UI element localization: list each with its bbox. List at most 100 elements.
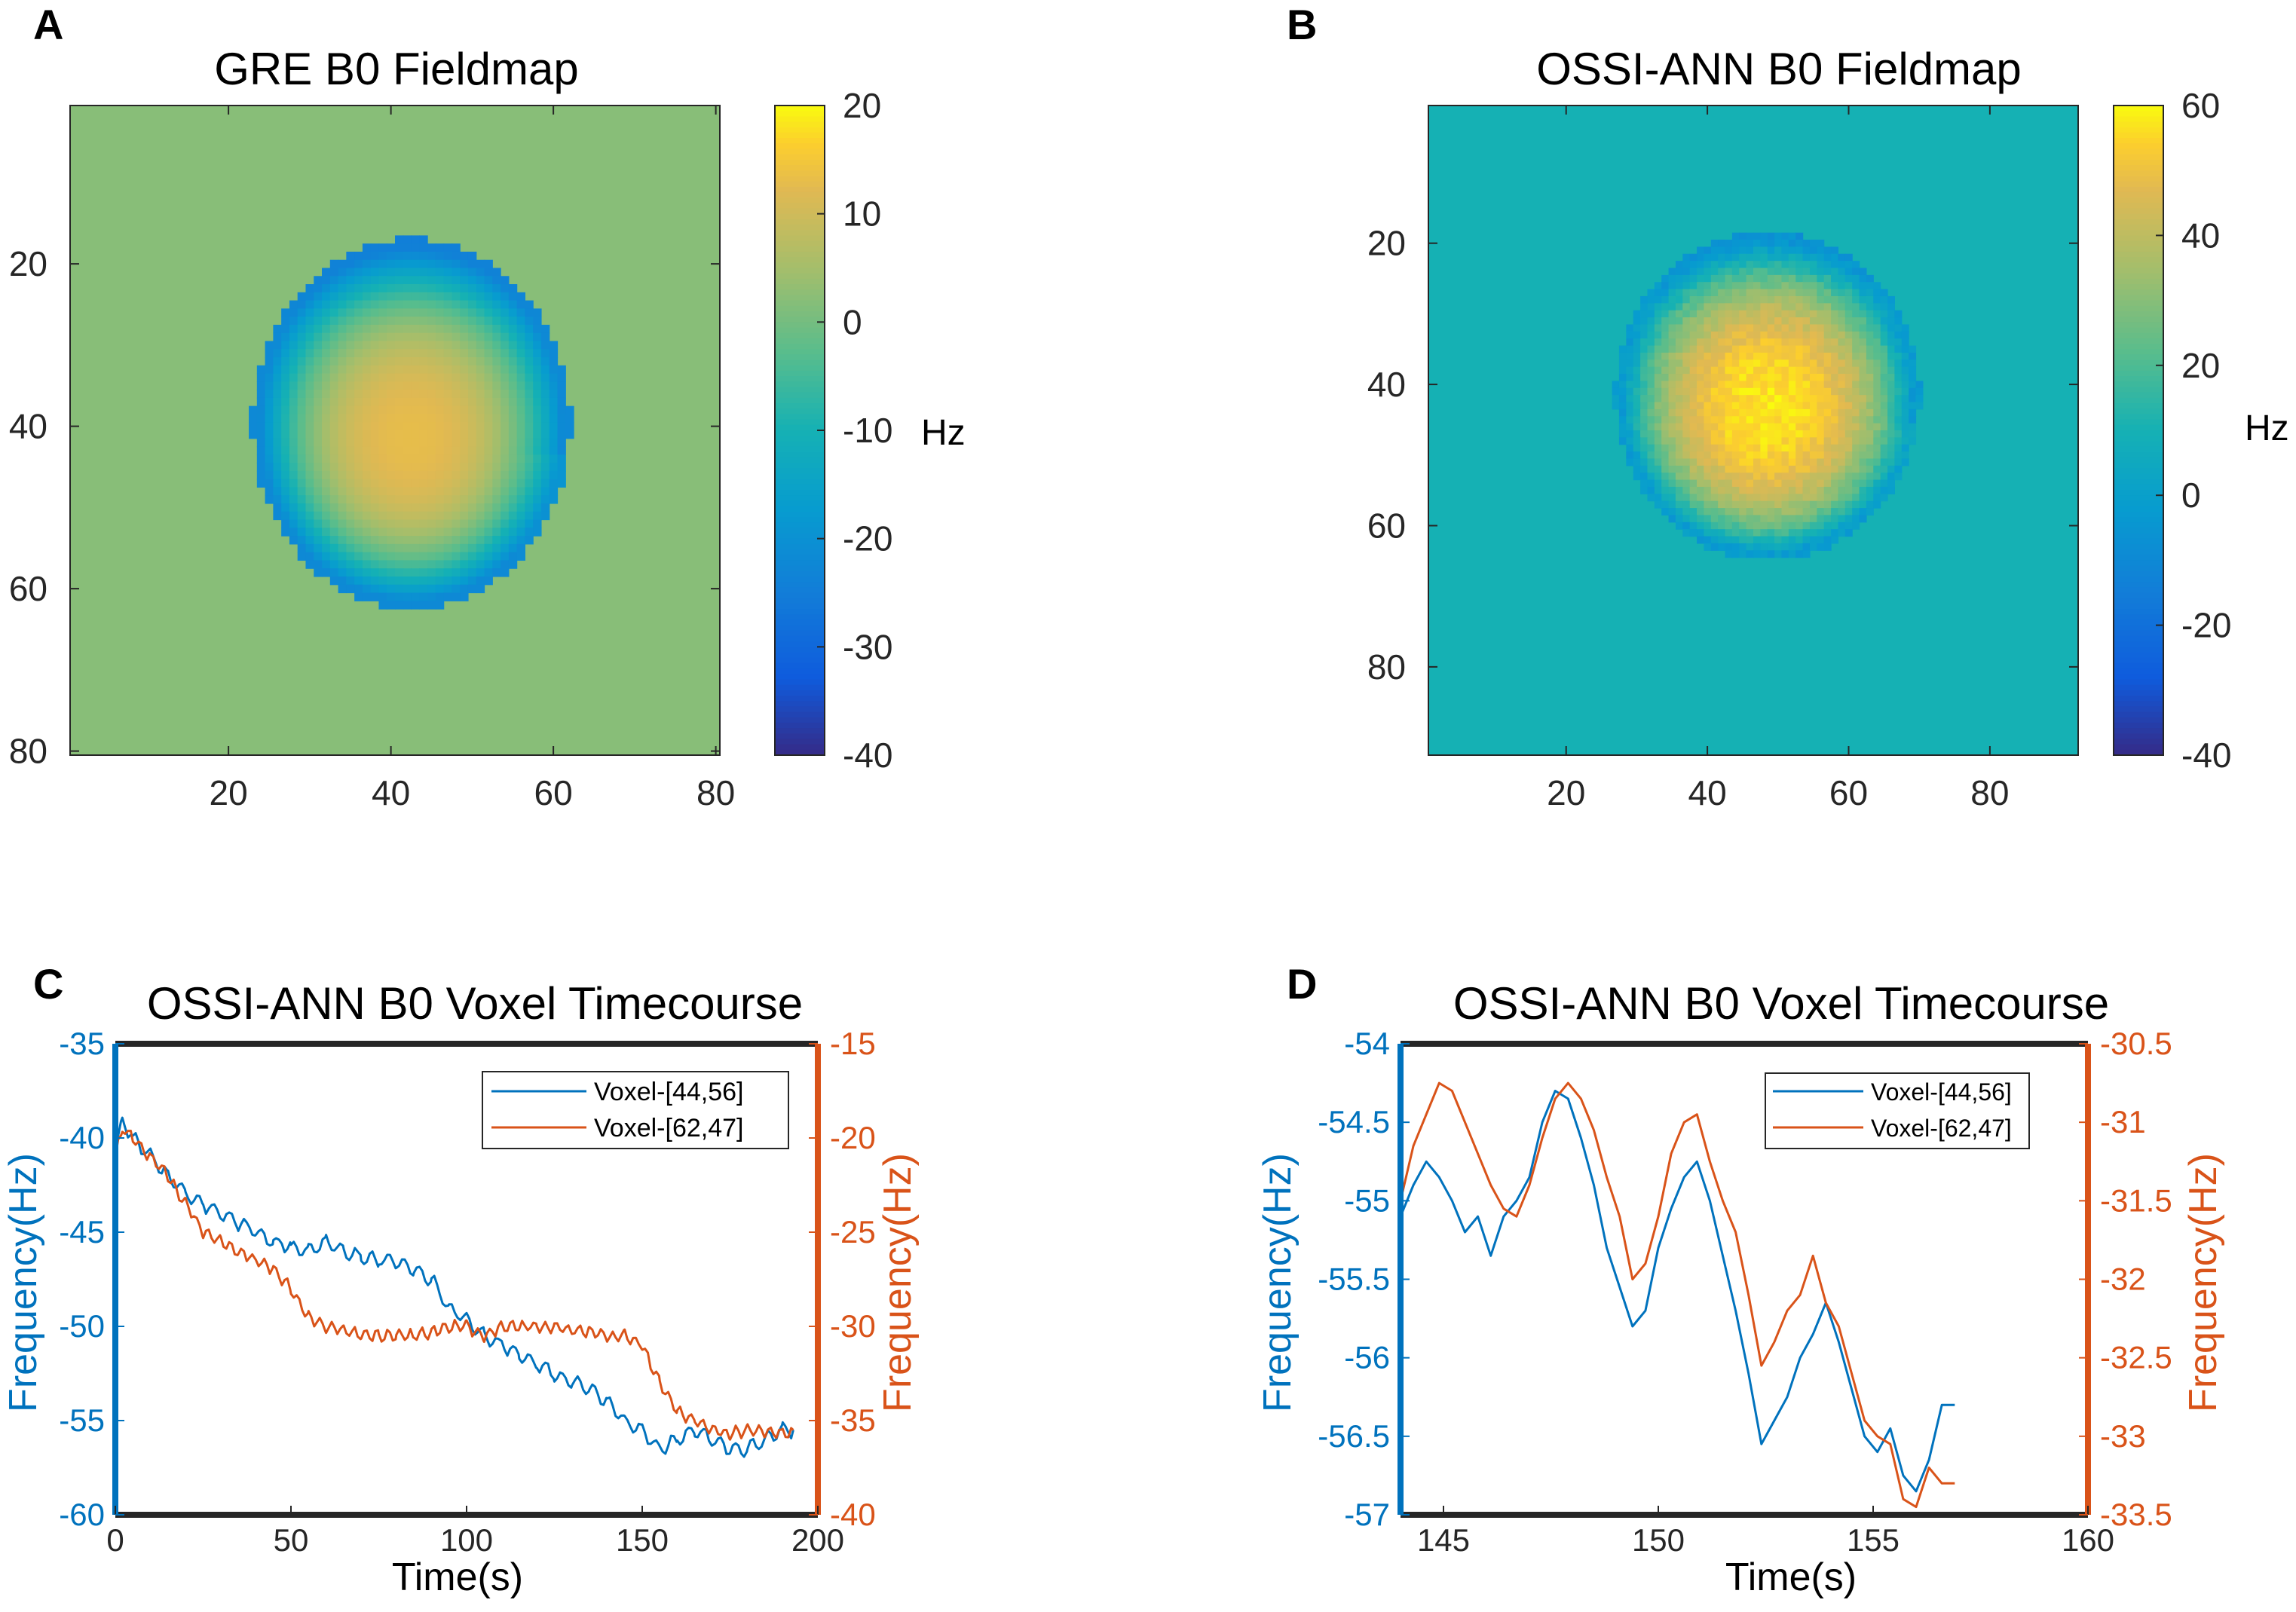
heatmap-cell (443, 276, 453, 285)
colorbar-segment (775, 744, 825, 751)
heatmap-cell (1831, 522, 1839, 530)
heatmap-cell (1887, 381, 1895, 389)
heatmap-cell (525, 341, 534, 350)
heatmap-cell (1718, 331, 1726, 339)
heatmap-cell (1647, 430, 1655, 438)
heatmap-cell (1767, 240, 1775, 247)
colorbar-tick-label: -10 (843, 411, 892, 450)
heatmap-cell (338, 576, 347, 586)
heatmap-cell (1704, 465, 1712, 473)
heatmap-cell (443, 373, 453, 382)
heatmap-cell (1880, 338, 1888, 347)
heatmap-cell (273, 470, 282, 480)
heatmap-cell (1647, 473, 1655, 481)
heatmap-cell (338, 308, 347, 317)
heatmap-cell (411, 470, 420, 480)
heatmap-cell (362, 422, 372, 431)
heatmap-cell (1647, 458, 1655, 466)
heatmap-cell (508, 332, 518, 342)
heatmap-cell (1844, 310, 1853, 318)
heatmap-cell (1675, 408, 1683, 417)
heatmap-cell (1909, 395, 1917, 403)
heatmap-cell (1668, 473, 1676, 481)
heatmap-cell (314, 543, 323, 553)
panel-b-plot-frame (1428, 105, 2079, 756)
colorbar-segment (775, 170, 825, 177)
heatmap-cell (297, 308, 307, 317)
heatmap-cell (265, 479, 274, 488)
heatmap-cell (492, 414, 501, 423)
colorbar-segment (775, 246, 825, 252)
heatmap-cell (305, 446, 314, 455)
heatmap-cell (1718, 451, 1726, 460)
heatmap-cell (1817, 423, 1825, 431)
heatmap-cell (346, 397, 355, 407)
heatmap-cell (1788, 261, 1796, 269)
heatmap-cell (354, 511, 363, 521)
colorbar-segment (2114, 614, 2163, 621)
heatmap-cell (1894, 374, 1903, 382)
heatmap-cell (1739, 451, 1747, 460)
panel-letter-d: D (1287, 960, 1317, 1008)
colorbar-segment (775, 106, 825, 112)
heatmap-cell (1795, 515, 1804, 523)
heatmap-cell (508, 381, 518, 390)
heatmap-cell (305, 397, 314, 407)
heatmap-cell (411, 463, 420, 472)
heatmap-cell (1725, 500, 1733, 509)
heatmap-cell (314, 390, 323, 399)
heatmap-cell (1718, 359, 1726, 368)
heatmap-cell (1823, 268, 1832, 276)
heatmap-cell (1866, 317, 1874, 326)
heatmap-cell (1873, 408, 1881, 417)
heatmap-cell (452, 317, 461, 326)
colorbar-segment (775, 127, 825, 133)
heatmap-cell (346, 519, 355, 528)
heatmap-cell (1873, 381, 1881, 389)
heatmap-cell (256, 470, 266, 480)
colorbar-tick-label: 20 (2181, 346, 2220, 385)
heatmap-cell (297, 552, 307, 561)
heatmap-cell (314, 446, 323, 455)
heatmap-cell (395, 341, 404, 350)
colorbar-segment (775, 387, 825, 393)
heatmap-cell (1788, 359, 1796, 368)
heatmap-cell (1760, 274, 1768, 283)
colorbar-segment (775, 582, 825, 589)
heatmap-cell (1704, 253, 1712, 262)
heatmap-cell (533, 479, 542, 488)
colorbar-segment (2114, 262, 2163, 269)
heatmap-cell (378, 292, 387, 301)
heatmap-cell (403, 536, 412, 545)
heatmap-cell (1739, 387, 1747, 396)
heatmap-cell (1640, 423, 1649, 431)
heatmap-cell (467, 503, 477, 512)
colorbar-segment (775, 392, 825, 399)
heatmap-cell (273, 487, 282, 496)
heatmap-cell (1704, 289, 1712, 297)
heatmap-cell (1817, 437, 1825, 445)
heatmap-cell (1682, 268, 1691, 276)
heatmap-cell (1795, 310, 1804, 318)
heatmap-cell (1753, 437, 1761, 445)
heatmap-cell (1852, 268, 1860, 276)
heatmap-cell (346, 430, 355, 439)
heatmap-cell (1689, 274, 1698, 283)
heatmap-cell (557, 397, 566, 407)
heatmap-cell (525, 332, 534, 342)
heatmap-cell (549, 446, 559, 455)
heatmap-cell (387, 446, 396, 455)
heatmap-cell (403, 576, 412, 586)
colorbar-segment (2114, 213, 2163, 220)
heatmap-cell (1880, 423, 1888, 431)
heatmap-cell (346, 332, 355, 342)
heatmap-cell (1781, 303, 1789, 311)
colorbar-segment (775, 370, 825, 377)
heatmap-cell (427, 251, 436, 261)
heatmap-cell (1739, 331, 1747, 339)
heatmap-cell (1802, 359, 1811, 368)
heatmap-cell (492, 503, 501, 512)
heatmap-cell (1774, 416, 1783, 424)
heatmap-cell (1718, 515, 1726, 523)
heatmap-cell (1781, 261, 1789, 269)
